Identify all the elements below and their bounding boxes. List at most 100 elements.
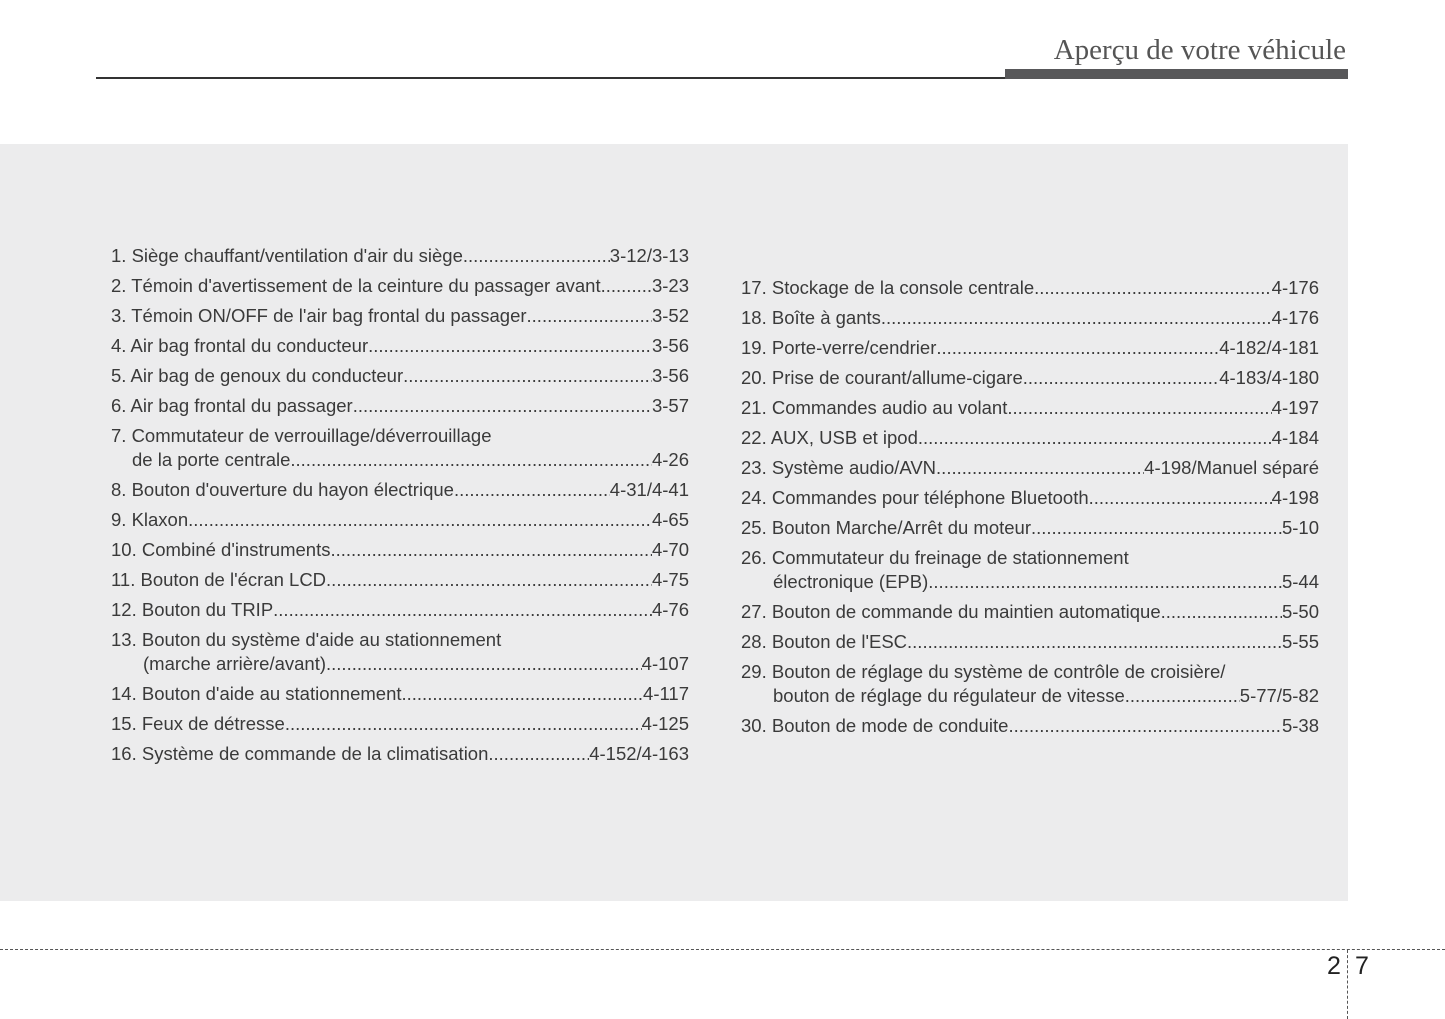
index-column-left: 1. Siège chauffant/ventilation d'air du …: [111, 244, 689, 772]
entry-text: 22. AUX, USB et ipod: [741, 427, 918, 448]
entry-page-ref: 4-198: [1271, 487, 1319, 508]
index-entry: 5. Air bag de genoux du conducteur 3-56: [111, 364, 689, 388]
index-entry-line: 21. Commandes audio au volant 4-197: [741, 396, 1319, 420]
index-entry-line: 24. Commandes pour téléphone Bluetooth 4-…: [741, 486, 1319, 510]
index-entry: 28. Bouton de l'ESC 5-55: [741, 630, 1319, 654]
index-entry-line: électronique (EPB) 5-44: [741, 570, 1319, 594]
index-entry: 18. Boîte à gants 4-176: [741, 306, 1319, 330]
dot-leader: [1031, 516, 1282, 540]
entry-text: 19. Porte-verre/cendrier: [741, 337, 937, 358]
entry-text: (marche arrière/avant): [143, 653, 327, 674]
entry-text: 16. Système de commande de la climatisat…: [111, 743, 489, 764]
index-entry-line: 27. Bouton de commande du maintien autom…: [741, 600, 1319, 624]
entry-page-ref: 5-50: [1281, 601, 1319, 622]
entry-text: 25. Bouton Marche/Arrêt du moteur: [741, 517, 1031, 538]
entry-text: 2. Témoin d'avertissement de la ceinture…: [111, 275, 601, 296]
dot-leader: [463, 244, 610, 268]
entry-page-ref: 4-176: [1271, 277, 1319, 298]
index-entry: 19. Porte-verre/cendrier 4-182/4-181: [741, 336, 1319, 360]
index-entry: 1. Siège chauffant/ventilation d'air du …: [111, 244, 689, 268]
entry-text: 11. Bouton de l'écran LCD: [111, 569, 327, 590]
entry-page-ref: 4-198/Manuel séparé: [1144, 457, 1319, 478]
entry-page-ref: 4-26: [651, 449, 689, 470]
entry-text: 12. Bouton du TRIP: [111, 599, 274, 620]
entry-text: 29. Bouton de réglage du système de cont…: [741, 661, 1226, 682]
entry-page-ref: 5-55: [1281, 631, 1319, 652]
index-entry: 2. Témoin d'avertissement de la ceinture…: [111, 274, 689, 298]
dot-leader: [527, 304, 652, 328]
entry-page-ref: 4-183/4-180: [1219, 367, 1319, 388]
index-entry-line: (marche arrière/avant) 4-107: [111, 652, 689, 676]
footer-divider: [0, 949, 1445, 950]
index-entry: 20. Prise de courant/allume-cigare 4-183…: [741, 366, 1319, 390]
dot-leader: [454, 478, 610, 502]
index-entry-line: 25. Bouton Marche/Arrêt du moteur 5-10: [741, 516, 1319, 540]
entry-page-ref: 5-77/5-82: [1239, 685, 1319, 706]
index-entry: 6. Air bag frontal du passager 3-57: [111, 394, 689, 418]
index-entry: 3. Témoin ON/OFF de l'air bag frontal du…: [111, 304, 689, 328]
index-entry-line: 16. Système de commande de la climatisat…: [111, 742, 689, 766]
dot-leader: [936, 456, 1144, 480]
index-entry: 16. Système de commande de la climatisat…: [111, 742, 689, 766]
header-rule: [96, 77, 1006, 79]
page-number: 7: [1355, 952, 1369, 980]
dot-leader: [402, 682, 644, 706]
index-entry: 8. Bouton d'ouverture du hayon électriqu…: [111, 478, 689, 502]
entry-page-ref: 5-38: [1281, 715, 1319, 736]
entry-page-ref: 3-56: [651, 335, 689, 356]
entry-text: 5. Air bag de genoux du conducteur: [111, 365, 404, 386]
index-entry: 4. Air bag frontal du conducteur 3-56: [111, 334, 689, 358]
index-entry: 9. Klaxon 4-65: [111, 508, 689, 532]
index-entry-line: 8. Bouton d'ouverture du hayon électriqu…: [111, 478, 689, 502]
index-entry-line: bouton de réglage du régulateur de vites…: [741, 684, 1319, 708]
entry-page-ref: 4-197: [1271, 397, 1319, 418]
entry-text: 1. Siège chauffant/ventilation d'air du …: [111, 245, 463, 266]
entry-page-ref: 5-44: [1281, 571, 1319, 592]
entry-page-ref: 3-23: [651, 275, 689, 296]
index-entry: 27. Bouton de commande du maintien autom…: [741, 600, 1319, 624]
index-entry: 26. Commutateur du freinage de stationne…: [741, 546, 1319, 594]
index-entry-line: 1. Siège chauffant/ventilation d'air du …: [111, 244, 689, 268]
dot-leader: [326, 652, 642, 676]
entry-page-ref: 3-57: [651, 395, 689, 416]
index-entry: 22. AUX, USB et ipod 4-184: [741, 426, 1319, 450]
entry-text: 6. Air bag frontal du passager: [111, 395, 353, 416]
index-entry-line: 13. Bouton du système d'aide au stationn…: [111, 628, 689, 652]
index-entry-line: de la porte centrale 4-26: [111, 448, 689, 472]
dot-leader: [936, 336, 1219, 360]
entry-text: 9. Klaxon: [111, 509, 189, 530]
dot-leader: [1125, 684, 1240, 708]
dot-leader: [368, 334, 652, 358]
dot-leader: [285, 712, 642, 736]
dot-leader: [1034, 276, 1272, 300]
entry-text: 4. Air bag frontal du conducteur: [111, 335, 369, 356]
dot-leader: [907, 630, 1282, 654]
entry-text: 3. Témoin ON/OFF de l'air bag frontal du…: [111, 305, 527, 326]
chapter-number: 2: [1327, 952, 1341, 980]
dot-leader: [1089, 486, 1272, 510]
index-entry-line: 14. Bouton d'aide au stationnement 4-117: [111, 682, 689, 706]
entry-text: 28. Bouton de l'ESC: [741, 631, 908, 652]
entry-text: bouton de réglage du régulateur de vites…: [773, 685, 1125, 706]
entry-page-ref: 4-31/4-41: [609, 479, 689, 500]
index-entry: 30. Bouton de mode de conduite 5-38: [741, 714, 1319, 738]
entry-text: 18. Boîte à gants: [741, 307, 881, 328]
entry-text: 23. Système audio/AVN: [741, 457, 937, 478]
index-column-right: 17. Stockage de la console centrale 4-17…: [741, 276, 1319, 744]
entry-text: 8. Bouton d'ouverture du hayon électriqu…: [111, 479, 454, 500]
dot-leader: [488, 742, 589, 766]
entry-page-ref: 3-12/3-13: [609, 245, 689, 266]
entry-text: de la porte centrale: [132, 449, 291, 470]
page-number-divider: [1347, 950, 1348, 1019]
index-entry: 17. Stockage de la console centrale 4-17…: [741, 276, 1319, 300]
entry-text: électronique (EPB): [773, 571, 929, 592]
entry-text: 20. Prise de courant/allume-cigare: [741, 367, 1023, 388]
entry-page-ref: 4-107: [641, 653, 689, 674]
dot-leader: [918, 426, 1272, 450]
entry-text: 30. Bouton de mode de conduite: [741, 715, 1009, 736]
index-entry-line: 18. Boîte à gants 4-176: [741, 306, 1319, 330]
index-entry-line: 29. Bouton de réglage du système de cont…: [741, 660, 1319, 684]
dot-leader: [1161, 600, 1282, 624]
entry-page-ref: 4-65: [651, 509, 689, 530]
index-entry-line: 4. Air bag frontal du conducteur 3-56: [111, 334, 689, 358]
